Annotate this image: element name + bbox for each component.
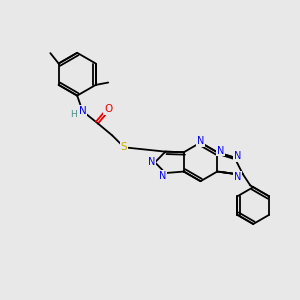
Text: N: N xyxy=(197,136,204,146)
Text: N: N xyxy=(234,151,241,161)
Text: H: H xyxy=(70,110,77,118)
Text: S: S xyxy=(121,142,128,152)
Text: N: N xyxy=(148,157,155,167)
Text: N: N xyxy=(217,146,224,156)
Text: N: N xyxy=(234,172,241,182)
Text: N: N xyxy=(79,106,86,116)
Text: N: N xyxy=(159,171,167,181)
Text: O: O xyxy=(104,104,112,114)
